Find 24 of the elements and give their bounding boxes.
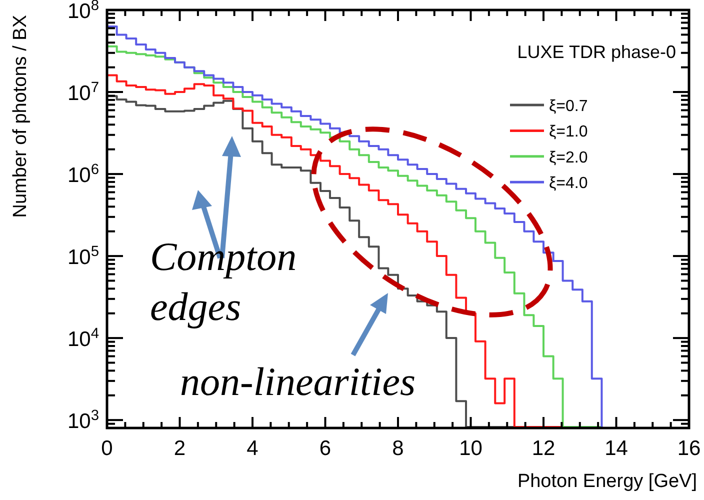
x-tick-label: 14 <box>604 437 628 460</box>
x-tick-label: 8 <box>392 437 404 460</box>
legend-label: ξ=4.0 <box>549 175 588 192</box>
y-tick-label: 10$^{4}$ <box>67 326 99 352</box>
y-tick-label: 10$^{5}$ <box>67 244 99 270</box>
legend-label: ξ=2.0 <box>549 149 588 166</box>
x-axis-title: Photon Energy [GeV] <box>517 471 697 492</box>
x-tick-label: 4 <box>246 437 259 460</box>
x-tick-label: 10 <box>459 437 482 460</box>
annotation: non-linearities <box>180 359 416 404</box>
y-tick-label: 10$^{3}$ <box>67 408 99 434</box>
x-tick-label: 6 <box>319 437 332 460</box>
legend-title: LUXE TDR phase-0 <box>517 42 676 62</box>
y-tick-label: 10$^{6}$ <box>67 162 99 188</box>
x-tick-label: 2 <box>174 437 186 460</box>
x-tick-label: 16 <box>677 437 701 460</box>
legend-label: ξ=1.0 <box>549 124 588 141</box>
x-tick-label: 12 <box>532 437 556 460</box>
annotation: Compton edges <box>150 234 297 329</box>
legend-label: ξ=0.7 <box>549 98 588 115</box>
y-axis-title: Number of photons / BX <box>10 14 31 218</box>
y-tick-label: 10$^{8}$ <box>67 0 99 23</box>
y-tick-label: 10$^{7}$ <box>67 80 99 106</box>
x-tick-label: 0 <box>101 437 113 460</box>
